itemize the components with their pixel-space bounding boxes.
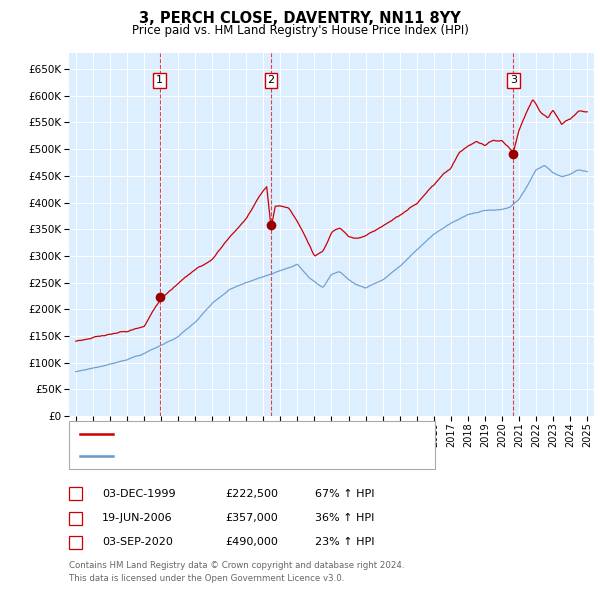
Text: 3: 3	[510, 76, 517, 86]
Text: 1: 1	[156, 76, 163, 86]
Text: £490,000: £490,000	[225, 537, 278, 547]
Text: HPI: Average price, detached house, West Northamptonshire: HPI: Average price, detached house, West…	[118, 451, 420, 461]
Text: 1: 1	[72, 489, 79, 499]
Text: 67% ↑ HPI: 67% ↑ HPI	[315, 489, 374, 499]
Text: 03-DEC-1999: 03-DEC-1999	[102, 489, 176, 499]
Text: 2: 2	[268, 76, 275, 86]
Text: 23% ↑ HPI: 23% ↑ HPI	[315, 537, 374, 547]
Text: 3: 3	[72, 537, 79, 547]
Text: Price paid vs. HM Land Registry's House Price Index (HPI): Price paid vs. HM Land Registry's House …	[131, 24, 469, 37]
Text: 03-SEP-2020: 03-SEP-2020	[102, 537, 173, 547]
Text: 3, PERCH CLOSE, DAVENTRY, NN11 8YY: 3, PERCH CLOSE, DAVENTRY, NN11 8YY	[139, 11, 461, 25]
Text: Contains HM Land Registry data © Crown copyright and database right 2024.: Contains HM Land Registry data © Crown c…	[69, 561, 404, 570]
Text: £222,500: £222,500	[225, 489, 278, 499]
Text: 3, PERCH CLOSE, DAVENTRY, NN11 8YY (detached house): 3, PERCH CLOSE, DAVENTRY, NN11 8YY (deta…	[118, 429, 404, 439]
Text: £357,000: £357,000	[225, 513, 278, 523]
Text: 19-JUN-2006: 19-JUN-2006	[102, 513, 173, 523]
Text: This data is licensed under the Open Government Licence v3.0.: This data is licensed under the Open Gov…	[69, 574, 344, 583]
Text: 36% ↑ HPI: 36% ↑ HPI	[315, 513, 374, 523]
Text: 2: 2	[72, 513, 79, 523]
